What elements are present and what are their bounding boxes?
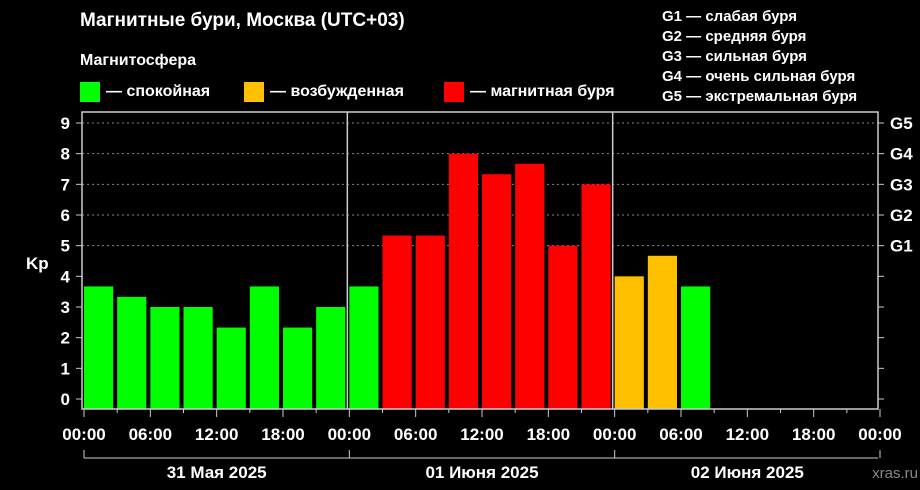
kp-bar bbox=[216, 327, 246, 409]
y-axis-label: Kp bbox=[26, 254, 49, 273]
x-tick-label: 12:00 bbox=[195, 425, 238, 444]
kp-bar bbox=[614, 276, 644, 409]
g-tick-label: G2 bbox=[890, 206, 913, 225]
kp-bar bbox=[382, 235, 412, 409]
watermark: xras.ru bbox=[872, 465, 918, 482]
day-label: 01 Июня 2025 bbox=[425, 463, 538, 482]
kp-bar bbox=[316, 307, 346, 409]
g-scale-g2: G2 — средняя буря bbox=[662, 28, 807, 45]
kp-bar bbox=[249, 286, 279, 409]
day-label: 31 Мая 2025 bbox=[167, 463, 267, 482]
plot-frame bbox=[81, 111, 879, 410]
g-scale-g3: G3 — сильная буря bbox=[662, 48, 807, 65]
kp-bar bbox=[548, 245, 578, 409]
y-tick-label: 4 bbox=[61, 267, 71, 286]
day-label: 02 Июня 2025 bbox=[691, 463, 804, 482]
kp-bar bbox=[581, 184, 611, 409]
kp-bar bbox=[448, 153, 478, 409]
g-scale-g1: G1 — слабая буря bbox=[662, 8, 798, 25]
kp-bar bbox=[183, 307, 213, 409]
kp-bar bbox=[515, 163, 545, 409]
x-tick-label: 18:00 bbox=[527, 425, 570, 444]
y-tick-label: 2 bbox=[61, 329, 70, 348]
x-tick-label: 00:00 bbox=[858, 425, 901, 444]
kp-bar bbox=[150, 307, 180, 409]
y-tick-label: 3 bbox=[61, 298, 70, 317]
y-tick-label: 9 bbox=[61, 114, 70, 133]
g-tick-label: G1 bbox=[890, 237, 913, 256]
x-tick-label: 06:00 bbox=[394, 425, 437, 444]
kp-bar bbox=[482, 174, 512, 409]
g-tick-label: G5 bbox=[890, 114, 913, 133]
kp-bar bbox=[349, 286, 379, 409]
g-tick-label: G3 bbox=[890, 175, 913, 194]
y-tick-label: 1 bbox=[61, 359, 70, 378]
y-tick-label: 6 bbox=[61, 206, 70, 225]
y-tick-label: 7 bbox=[61, 175, 70, 194]
y-tick-label: 8 bbox=[61, 145, 70, 164]
y-tick-label: 5 bbox=[61, 237, 70, 256]
g-scale-g5: G5 — экстремальная буря bbox=[662, 88, 858, 105]
legend-item-storm: — магнитная буря bbox=[444, 82, 615, 102]
x-tick-label: 06:00 bbox=[129, 425, 172, 444]
x-tick-label: 18:00 bbox=[792, 425, 835, 444]
kp-bar bbox=[283, 327, 313, 409]
x-tick-label: 00:00 bbox=[593, 425, 636, 444]
legend-label: — возбужденная bbox=[270, 83, 404, 100]
x-tick-label: 06:00 bbox=[659, 425, 702, 444]
x-tick-label: 18:00 bbox=[261, 425, 304, 444]
kp-bar bbox=[117, 296, 147, 409]
legend-title: Магнитосфера bbox=[80, 52, 197, 69]
g-tick-label: G4 bbox=[890, 145, 913, 164]
legend-item-quiet: — спокойная bbox=[80, 82, 210, 102]
legend-label: — спокойная bbox=[106, 83, 211, 100]
chart-title: Магнитные бури, Москва (UTC+03) bbox=[80, 10, 405, 31]
g-scale-g4: G4 — очень сильная буря bbox=[662, 68, 856, 85]
legend-label: — магнитная буря bbox=[470, 83, 615, 100]
legend-item-active: — возбужденная bbox=[244, 82, 404, 102]
kp-bar bbox=[681, 286, 711, 409]
x-tick-label: 00:00 bbox=[62, 425, 105, 444]
kp-bar bbox=[647, 255, 677, 409]
kp-bar bbox=[415, 235, 445, 409]
x-tick-label: 12:00 bbox=[460, 425, 503, 444]
x-tick-label: 12:00 bbox=[726, 425, 769, 444]
kp-bar bbox=[84, 286, 114, 409]
legend-swatch bbox=[444, 82, 464, 102]
legend-swatch bbox=[244, 82, 264, 102]
x-tick-label: 00:00 bbox=[328, 425, 371, 444]
legend-swatch bbox=[80, 82, 100, 102]
y-tick-label: 0 bbox=[61, 390, 70, 409]
